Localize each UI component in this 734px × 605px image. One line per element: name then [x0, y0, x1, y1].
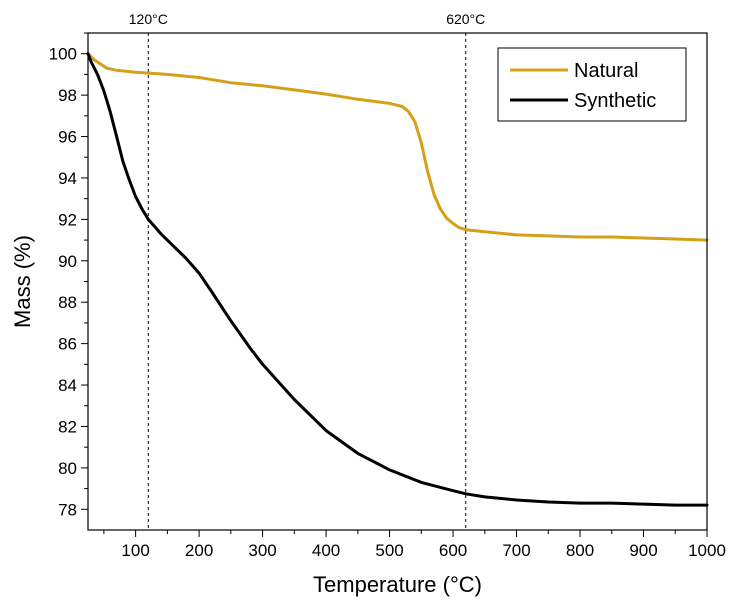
- annotation-label: 620°C: [446, 11, 485, 27]
- x-tick-label: 1000: [688, 541, 726, 560]
- legend: Natural Synthetic: [497, 47, 687, 122]
- y-tick-label: 80: [58, 459, 77, 478]
- x-axis-label: Temperature (°C): [313, 572, 482, 597]
- series-line-natural: [86, 52, 709, 242]
- y-tick-label: 82: [58, 417, 77, 436]
- y-tick-label: 88: [58, 293, 77, 312]
- annotation-label: 120°C: [129, 11, 168, 27]
- y-tick-label: 98: [58, 86, 77, 105]
- x-tick-label: 100: [121, 541, 149, 560]
- x-tick-label: 400: [312, 541, 340, 560]
- x-tick-label: 200: [185, 541, 213, 560]
- legend-label: Synthetic: [574, 90, 656, 112]
- y-tick-label: 84: [58, 376, 77, 395]
- x-tick-label: 300: [248, 541, 276, 560]
- series-layer: [86, 52, 709, 507]
- y-axis-label: Mass (%): [10, 235, 35, 328]
- y-tick-label: 86: [58, 335, 77, 354]
- x-tick-label: 500: [375, 541, 403, 560]
- x-tick-label: 600: [439, 541, 467, 560]
- y-tick-label: 78: [58, 500, 77, 519]
- annotations-layer: 120°C 620°C: [129, 11, 485, 530]
- series-line-synthetic: [86, 52, 709, 507]
- y-tick-label: 94: [58, 169, 77, 188]
- x-tick-label: 900: [629, 541, 657, 560]
- y-tick-label: 90: [58, 252, 77, 271]
- x-axis: 100 200 300 400 500 600 700 800 900 1000: [103, 530, 726, 560]
- x-tick-label: 800: [566, 541, 594, 560]
- legend-box: [497, 47, 687, 122]
- y-tick-label: 96: [58, 128, 77, 147]
- y-tick-label: 92: [58, 210, 77, 229]
- y-axis: 78 80 82 84 86 88 90 92 94 96 98 100: [49, 32, 88, 519]
- x-tick-label: 700: [502, 541, 530, 560]
- legend-label: Natural: [574, 60, 638, 82]
- y-tick-label: 100: [49, 45, 77, 64]
